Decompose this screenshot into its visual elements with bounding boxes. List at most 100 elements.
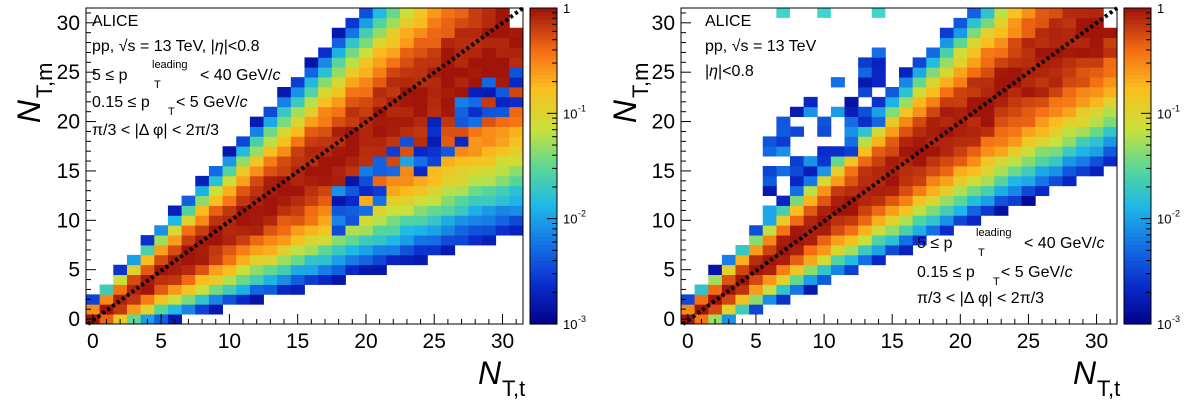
heatmap-cell [441,37,456,48]
right-eta-label: |η|<0.8 [705,63,754,80]
color-bar-segment [530,241,557,246]
heatmap-cell [1089,126,1104,137]
heatmap-cell [331,126,346,137]
heatmap-cell [236,264,251,276]
color-bar-segment [1124,177,1151,183]
heatmap-cell [304,245,319,256]
heatmap-cell [454,17,469,29]
heatmap-cell [345,175,360,187]
heatmap-cell [495,116,510,127]
heatmap-cell [454,136,469,147]
heatmap-cell [953,37,968,48]
heatmap-cell [318,106,333,118]
heatmap-cell [331,87,346,98]
heatmap-cell [980,8,995,19]
heatmap-cell [359,17,374,29]
heatmap-cell [1035,8,1050,19]
color-bar-segment [1124,23,1151,29]
heatmap-cell [1035,156,1050,167]
heatmap-cell [427,235,442,246]
heatmap-cell [817,195,832,206]
heatmap-cell [803,195,818,206]
heatmap-cell [1035,146,1050,157]
color-bar-segment [530,169,557,175]
heatmap-cell [372,27,387,39]
heatmap-cell [1089,96,1104,108]
heatmap-cell [1021,166,1036,177]
heatmap-cell [871,8,886,18]
heatmap-cell [1103,27,1118,39]
heatmap-cell [749,294,764,305]
color-bar-segment [530,248,557,254]
heatmap-cell [1103,156,1118,167]
heatmap-cell [482,96,497,108]
heatmap-cell [154,274,169,285]
heatmap-cell [844,225,859,236]
heatmap-cell [386,175,401,187]
heatmap-cell [454,195,469,206]
heatmap-cell [817,235,832,246]
heatmap-cell [1008,185,1023,197]
heatmap-cell [1089,77,1104,88]
color-bar-segment [1124,162,1151,167]
color-bar-segment [530,87,557,92]
heatmap-cell [871,156,886,167]
heatmap-cell [912,67,927,78]
heatmap-cell [99,304,114,315]
heatmap-cell [99,294,114,305]
heatmap-cell [345,57,360,68]
heatmap-cell [994,106,1009,118]
heatmap-cell [359,96,374,108]
heatmap-cell [277,264,292,276]
heatmap-cell [386,87,401,98]
heatmap-cell [236,225,251,236]
heatmap-cell [454,27,469,39]
heatmap-cell [482,235,497,246]
heatmap-cell [735,245,750,256]
heatmap-cell [331,106,346,118]
heatmap-cell [454,156,469,167]
heatmap-cell [762,294,777,305]
heatmap-cell [953,87,968,98]
heatmap-cell [817,166,832,177]
heatmap-cell [790,195,805,206]
color-bar-segment [530,237,557,242]
heatmap-cell [939,96,954,108]
heatmap-cell [939,27,954,39]
heatmap-cell [345,205,360,216]
heatmap-cell [926,185,941,197]
heatmap-cell [735,264,750,276]
color-bar-segment [1124,304,1151,309]
heatmap-cell [858,57,873,68]
heatmap-cell [400,87,415,98]
heatmap-cell [208,294,223,305]
heatmap-cell [803,215,818,226]
heatmap-cell [427,47,442,58]
heatmap-cell [195,205,210,216]
heatmap-cell [495,146,510,157]
heatmap-cell [154,235,169,246]
heatmap-cell [967,47,982,58]
heatmap-cell [1021,57,1036,68]
color-bar-segment [1124,90,1151,96]
right-ylabel-sub: T,m [628,63,653,98]
heatmap-cell [1076,57,1091,68]
left-axes: 0 5 10 15 20 25 30 0 5 10 15 20 25 30 [57,12,517,353]
heatmap-cell [263,245,278,256]
heatmap-cell [400,245,415,256]
heatmap-cell [454,67,469,78]
heatmap-cell [495,215,510,226]
color-bar-segment [530,102,557,108]
left-pt-range-label: 0.15 ≤ p [92,94,150,111]
heatmap-cell [776,235,791,246]
heatmap-cell [912,156,927,167]
heatmap-cell [1008,17,1023,29]
heatmap-cell [858,175,873,187]
heatmap-cell [345,17,360,29]
heatmap-cell [318,96,333,108]
heatmap-cell [844,254,859,266]
color-bar-tick-exponent: -2 [1172,209,1180,219]
heatmap-cell [359,27,374,39]
color-bar-segment [1124,169,1151,175]
left-ylabel-sub: T,m [32,63,57,98]
